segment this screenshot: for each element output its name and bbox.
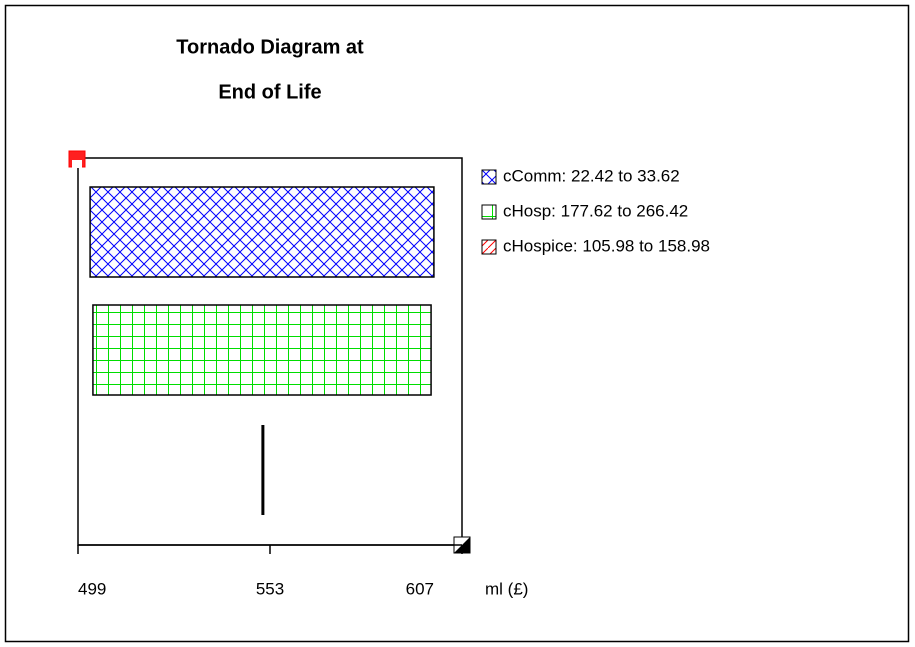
x-tick-label: 499 [78,579,106,598]
x-tick-label: 607 [406,579,434,598]
legend-swatch [481,204,497,220]
legend-label: cComm: 22.42 to 33.62 [503,166,680,185]
chart-title: Tornado Diagram at [176,36,364,58]
bar [92,304,432,396]
x-tick-label: 553 [256,579,284,598]
legend-swatch [481,169,497,185]
chart-title: End of Life [218,81,321,103]
legend-label: cHosp: 177.62 to 266.42 [503,201,688,220]
legend-label: cHospice: 105.98 to 158.98 [503,236,710,255]
x-axis-label: ml (£) [485,579,528,598]
legend-swatch [481,239,497,255]
corner-marker [72,160,82,168]
bar [89,186,435,278]
